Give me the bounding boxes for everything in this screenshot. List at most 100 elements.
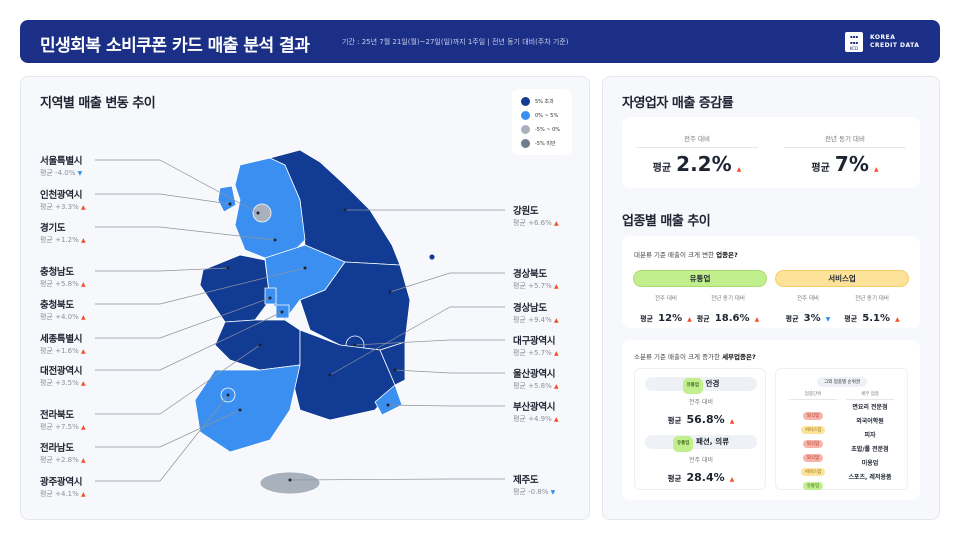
others-row-tag: 서비스업 <box>789 458 837 477</box>
region-value: 평균 +4.1% ▲ <box>40 490 86 498</box>
up-arrow-icon: ▲ <box>554 416 559 423</box>
others-row-name: 초밥/롤 전문점 <box>851 446 889 453</box>
up-arrow-icon: ▲ <box>554 317 559 324</box>
region-incheon <box>217 185 237 213</box>
period-text: 기간 : 25년 7월 21일(월)~27일(일)까지 1주일 | 전년 동기 … <box>342 38 569 46</box>
up-arrow-icon: ▲ <box>81 491 86 498</box>
region-value: 평균 +1.2% ▲ <box>40 236 86 244</box>
legend-item: -5% ~ 0% <box>521 125 560 134</box>
region-ulsan <box>379 341 406 386</box>
region-label: 경상북도 <box>513 269 547 280</box>
legend-item: 0% ~ 5% <box>521 111 558 120</box>
others-row-tag: 서비스업 <box>789 416 837 435</box>
others-row-name: 면요리 전문점 <box>852 404 888 411</box>
legend-item: -5% 미만 <box>521 139 556 148</box>
region-label: 경기도 <box>40 223 66 234</box>
region-value: 평균 +5.8% ▲ <box>513 382 559 390</box>
region-sejong <box>264 287 277 305</box>
kcd-logo: ▪▪▪ ▪▪▪ KCD <box>845 32 863 52</box>
up-arrow-icon: ▲ <box>554 283 559 290</box>
up-arrow-icon: ▲ <box>81 314 86 321</box>
top-item-stat: 전주 대비 평균 56.8% ▲ <box>667 399 735 426</box>
up-arrow-icon: ▲ <box>81 281 86 288</box>
group-retail: 유통업 <box>633 270 767 287</box>
growth-yearly: 전년 동기 대비 평균 7% ▲ <box>780 133 910 176</box>
up-arrow-icon: ▲ <box>554 220 559 227</box>
leader-dots <box>226 202 397 482</box>
up-arrow-icon: ▲ <box>81 424 86 431</box>
region-value: 평균 +9.4% ▲ <box>513 316 559 324</box>
region-label: 울산광역시 <box>513 369 556 380</box>
down-arrow-icon: ▼ <box>825 316 831 323</box>
up-arrow-icon: ▲ <box>895 316 900 323</box>
region-ulleung <box>428 253 436 261</box>
region-label: 제주도 <box>513 475 539 486</box>
region-label: 전라남도 <box>40 443 74 454</box>
region-jeonnam <box>194 364 301 453</box>
top-item-header: 유통업 패션, 의류 <box>645 435 757 452</box>
others-row-name: 스포츠, 레저용품 <box>848 474 892 481</box>
industry-stat: 전년 동기 대비 평균 5.1% ▲ <box>844 296 900 324</box>
up-arrow-icon: ▲ <box>729 476 735 483</box>
others-row-name: 외국어학원 <box>856 418 884 425</box>
others-row-tag: 외식업 <box>789 444 837 463</box>
region-label: 세종특별시 <box>40 334 83 345</box>
region-value: 평균 -4.0% ▼ <box>40 169 83 177</box>
minor-question: 소분류 기준 매출이 크게 증가한 세부업종은? <box>634 353 756 361</box>
region-label: 충청남도 <box>40 267 74 278</box>
region-label: 경상남도 <box>513 303 547 314</box>
col-header-category: 업종단위 <box>789 391 837 400</box>
leader-lines <box>95 159 505 482</box>
major-industry-card: 대분류 기준 매출이 크게 변한 업종은? 유통업 서비스업 전주 대비 평균 1… <box>622 236 920 328</box>
region-jeonbuk <box>214 319 301 371</box>
others-title: 그외 업종별 순위권 <box>817 377 867 387</box>
up-arrow-icon: ▲ <box>81 348 86 355</box>
growth-title: 자영업자 매출 증감률 <box>622 96 734 111</box>
up-arrow-icon: ▲ <box>687 316 692 323</box>
region-value: 평균 +7.5% ▲ <box>40 423 86 431</box>
industry-title: 업종별 매출 추이 <box>622 214 711 229</box>
region-label: 전라북도 <box>40 410 74 421</box>
header-bar: 민생회복 소비쿠폰 카드 매출 분석 결과 기간 : 25년 7월 21일(월)… <box>20 20 940 63</box>
up-arrow-icon: ▲ <box>81 204 86 211</box>
industry-stat: 전주 대비 평균 12% ▲ <box>640 296 692 324</box>
region-label: 강원도 <box>513 206 539 217</box>
region-label: 대구광역시 <box>513 336 556 347</box>
down-arrow-icon: ▼ <box>77 170 83 177</box>
region-chungnam <box>199 254 271 323</box>
region-value: 평균 +5.7% ▲ <box>513 349 559 357</box>
others-row-name: 미용업 <box>861 460 879 467</box>
up-arrow-icon: ▲ <box>554 383 559 390</box>
region-label: 인천광역시 <box>40 190 83 201</box>
region-jeju <box>259 471 321 495</box>
industry-stat: 전년 동기 대비 평균 18.6% ▲ <box>696 296 760 324</box>
legend-item: 5% 초과 <box>521 97 554 106</box>
region-value: 평균 +3.5% ▲ <box>40 379 86 387</box>
others-row-tag: 유통업 <box>789 472 837 491</box>
down-arrow-icon: ▼ <box>550 489 556 496</box>
up-arrow-icon: ▲ <box>81 380 86 387</box>
region-value: 평균 +3.3% ▲ <box>40 203 86 211</box>
others-row-tag: 외식업 <box>789 402 837 421</box>
map-legend: 5% 초과 0% ~ 5% -5% ~ 0% -5% 미만 <box>512 89 572 155</box>
region-value: 평균 -0.8% ▼ <box>513 488 556 496</box>
region-value: 평균 +2.8% ▲ <box>40 456 86 464</box>
up-arrow-icon: ▲ <box>754 316 760 323</box>
top-item-stat: 전주 대비 평균 28.4% ▲ <box>667 457 735 484</box>
region-seoul <box>252 203 272 223</box>
top-item-header: 유통업 안경 <box>645 377 757 394</box>
col-header-subcategory: 세부 업종 <box>846 391 894 400</box>
page-title: 민생회복 소비쿠폰 카드 매출 분석 결과 <box>40 36 310 56</box>
region-value: 평균 +4.0% ▲ <box>40 313 86 321</box>
up-arrow-icon: ▲ <box>81 457 86 464</box>
region-value: 평균 +5.7% ▲ <box>513 282 559 290</box>
region-value: 평균 +1.6% ▲ <box>40 347 86 355</box>
group-service: 서비스업 <box>775 270 909 287</box>
up-arrow-icon: ▲ <box>554 350 559 357</box>
up-arrow-icon: ▲ <box>729 418 735 425</box>
others-row-tag: 외식업 <box>789 430 837 449</box>
region-value: 평균 +6.6% ▲ <box>513 219 559 227</box>
